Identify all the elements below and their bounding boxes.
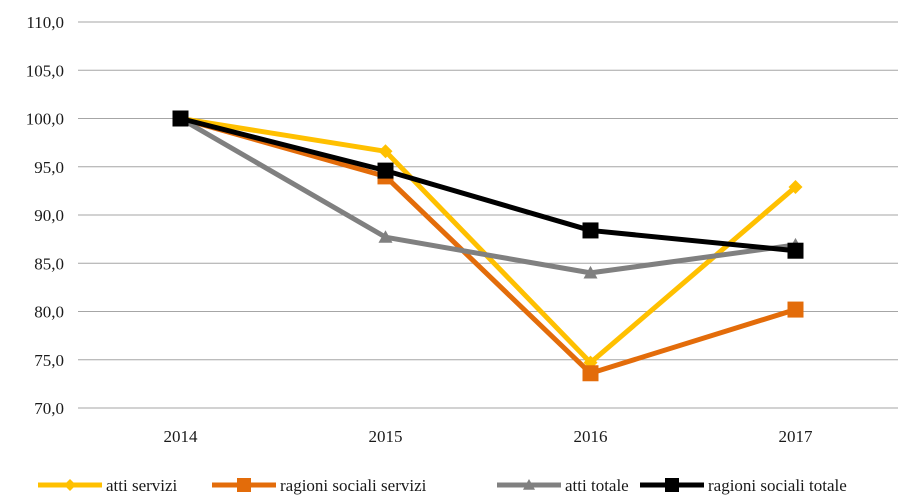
x-tick-label: 2017 [779, 427, 814, 446]
legend-entry: atti servizi [38, 476, 178, 495]
y-tick-label: 110,0 [26, 13, 64, 32]
legend-entry: ragioni sociali totale [640, 476, 847, 495]
data-point [378, 144, 393, 159]
series-line [179, 116, 796, 254]
y-tick-label: 105,0 [26, 61, 64, 80]
data-point [787, 242, 804, 259]
y-tick-label: 70,0 [34, 399, 64, 418]
data-point [64, 479, 76, 491]
x-tick-label: 2014 [164, 427, 199, 446]
series-line [179, 116, 797, 376]
legend-label: ragioni sociali totale [708, 476, 847, 495]
data-point [377, 162, 394, 179]
x-axis-tick-labels: 2014 2015 2016 2017 [164, 427, 814, 446]
data-point [172, 110, 189, 127]
data-point [237, 478, 251, 492]
legend: atti servizi ragioni sociali servizi atti … [38, 476, 847, 495]
data-point [787, 301, 804, 318]
data-point [523, 479, 535, 490]
legend-label: ragioni sociali servizi [280, 476, 427, 495]
y-tick-label: 100,0 [26, 110, 64, 129]
data-point [582, 222, 599, 239]
data-point [378, 230, 393, 243]
series-lines [172, 110, 804, 382]
data-point [582, 365, 599, 382]
series-line [179, 116, 796, 276]
data-point [665, 478, 679, 492]
y-axis-tick-labels: 70,0 75,0 80,0 85,0 90,0 95,0 100,0 105,0 110,0 [26, 13, 64, 418]
y-tick-label: 90,0 [34, 206, 64, 225]
legend-entry: ragioni sociali servizi [212, 476, 427, 495]
data-point [788, 180, 803, 195]
y-tick-label: 85,0 [34, 254, 64, 273]
series-2 [172, 110, 804, 382]
x-tick-label: 2015 [369, 427, 403, 446]
series-4 [172, 110, 804, 259]
legend-label: atti servizi [106, 476, 178, 495]
series-3 [173, 111, 803, 279]
legend-entry: atti totale [497, 476, 629, 495]
legend-label: atti totale [565, 476, 629, 495]
gridlines [78, 21, 898, 409]
y-tick-label: 75,0 [34, 351, 64, 370]
data-point [583, 265, 598, 279]
x-tick-label: 2016 [574, 427, 608, 446]
y-tick-label: 80,0 [34, 303, 64, 322]
y-tick-label: 95,0 [34, 158, 64, 177]
